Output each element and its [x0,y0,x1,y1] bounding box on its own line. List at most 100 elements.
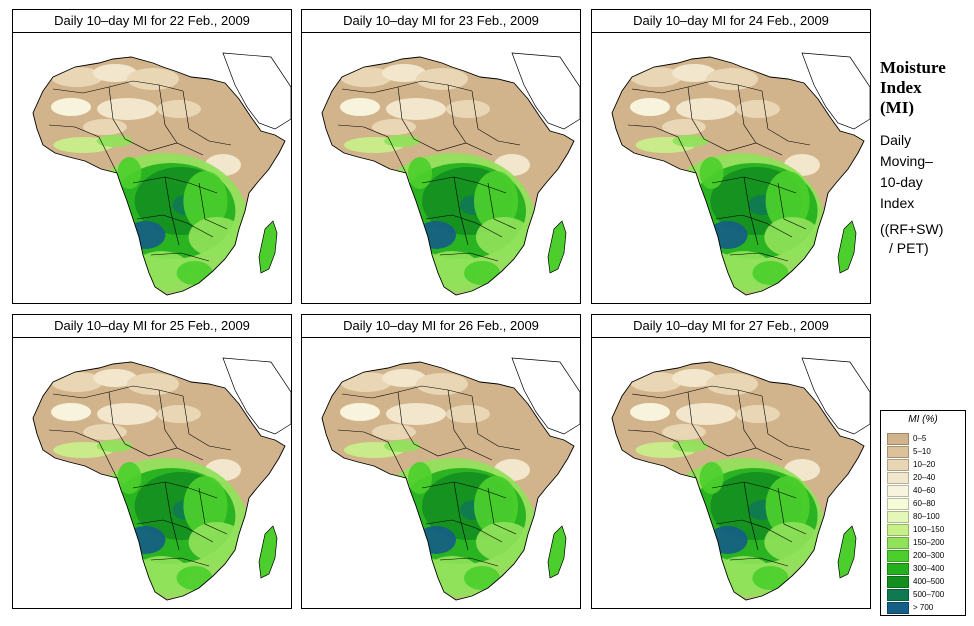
country-border [136,214,214,238]
country-border [337,429,407,479]
country-border [453,176,469,246]
country-border [421,481,507,499]
wet-zone [764,522,821,562]
country-border [150,252,210,262]
map-panel-24-feb: Daily 10–day MI for 24 Feb., 2009 [591,9,871,304]
country-border [627,429,697,479]
index-description: Daily Moving– 10-day Index [880,130,972,214]
country-border [341,80,473,94]
arabian-peninsula-outline [511,357,580,435]
legend-label: 0–5 [913,434,927,443]
madagascar [837,220,857,274]
country-border [124,443,204,461]
panel-title: Daily 10–day MI for 24 Feb., 2009 [592,10,870,33]
dry-zone [382,369,426,387]
country-border [737,84,757,144]
wet-zone [699,462,724,494]
country-border [158,389,178,449]
dry-zone [416,68,468,90]
africa-moisture-map [321,357,580,601]
africa-moisture-map [321,35,580,296]
dry-zone [630,403,670,421]
africa-coastline [321,361,575,601]
legend-swatch [887,524,909,536]
country-border [715,214,793,238]
country-border [413,443,493,461]
dry-zone [662,119,706,135]
country-border [421,176,507,194]
africa-coastline [611,56,865,296]
dry-zone [386,403,446,425]
dry-zone [662,424,706,440]
wet-zone [464,566,500,590]
africa-moisture-map [32,340,291,601]
wet-zone [384,135,420,147]
country-border [631,80,763,94]
country-border [52,385,184,399]
index-title-line: Moisture [880,58,946,77]
arabian-peninsula-outline [801,357,870,435]
dry-zone [340,403,380,421]
country-border [743,481,759,551]
legend-swatch [887,433,909,445]
map-panel-22-feb: Daily 10–day MI for 22 Feb., 2009 [12,9,292,304]
legend-label: 80–100 [913,512,940,521]
country-border [631,385,763,399]
legend-entry: 5–10 [887,446,963,458]
panel-title: Daily 10–day MI for 23 Feb., 2009 [302,10,580,33]
madagascar [547,525,567,579]
description-line: Moving– [880,153,933,169]
madagascar [258,525,278,579]
country-border [48,124,118,174]
panel-title: Daily 10–day MI for 25 Feb., 2009 [13,315,291,338]
legend-swatch [887,602,909,614]
country-border [164,481,180,551]
wet-zone [464,261,500,285]
country-border [453,481,469,551]
africa-moisture-map [611,52,870,296]
legend-entry: 40–60 [887,485,963,497]
country-border [397,391,415,445]
legend-label: 10–20 [913,460,936,469]
formula-line: / PET) [889,240,929,256]
africa-coastline [32,361,286,601]
dry-zone [83,119,127,135]
panel-title: Daily 10–day MI for 27 Feb., 2009 [592,315,870,338]
wet-zone [176,566,213,590]
dry-zone [386,98,446,120]
dry-zone [97,98,157,120]
country-border [729,252,789,262]
dry-zone [736,100,780,118]
wet-zone [362,35,442,47]
legend-label: 150–200 [913,538,945,547]
legend-swatch [887,459,909,471]
legend-entry: 300–400 [887,563,963,575]
africa-moisture-map [32,52,291,296]
panel-title: Daily 10–day MI for 26 Feb., 2009 [302,315,580,338]
wet-zone [176,261,213,285]
dry-zone [672,64,716,82]
country-border [341,385,473,399]
dry-zone [157,405,201,423]
wet-zone [96,135,133,147]
legend-swatch [887,563,909,575]
country-border [737,389,757,449]
wet-zone [699,157,724,189]
dry-zone [157,100,201,118]
country-border [425,214,503,238]
legend-label: 100–150 [913,525,945,534]
wet-zone [71,340,151,352]
legend-entry: 200–300 [887,550,963,562]
country-border [397,86,415,140]
country-border [158,84,178,144]
wet-zone [188,217,245,257]
map-panel-23-feb: Daily 10–day MI for 23 Feb., 2009 [301,9,581,304]
formula-line: ((RF+SW) [880,221,944,237]
dry-zone [93,369,137,387]
legend-entry: 80–100 [887,511,963,523]
country-border [164,176,180,246]
country-border [715,519,793,543]
legend-entry: 100–150 [887,524,963,536]
index-formula: ((RF+SW) / PET) [880,220,972,258]
country-border [471,395,521,451]
